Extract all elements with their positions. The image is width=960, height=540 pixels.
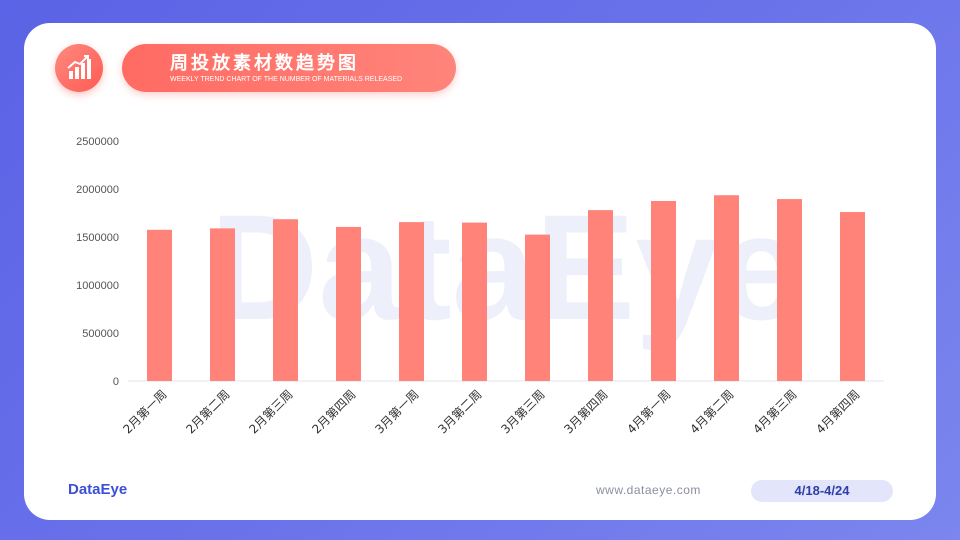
chart-area: DataEye 0 500000 1000000 1500000 2000000 25000… [24,23,936,520]
bar-12[interactable] [840,212,865,381]
x-tick-label: 2月第四周 [309,387,358,436]
bar-10[interactable] [714,195,739,381]
x-tick-label: 3月第四周 [561,387,610,436]
bar-6[interactable] [462,222,487,381]
bar-1[interactable] [147,229,172,381]
y-tick-label: 0 [113,376,119,388]
bar-11[interactable] [777,199,802,381]
bar-4[interactable] [336,226,361,381]
y-tick-label: 2500000 [76,136,119,148]
chart-logo-badge [55,44,103,92]
brand-logo: DataEye [68,481,128,498]
website-link[interactable]: www.dataeye.com [596,483,701,497]
x-tick-label: 2月第一周 [120,387,169,436]
bar-chart-trend-icon [67,55,91,79]
page-title: 周投放素材数趋势图 [170,53,359,74]
x-tick-label: 2月第二周 [183,387,232,436]
bar-2[interactable] [210,228,235,381]
x-tick-label: 3月第二周 [435,387,484,436]
y-tick-label: 1500000 [76,232,119,244]
date-range-badge: 4/18-4/24 [751,480,893,502]
title-banner: 周投放素材数趋势图 WEEKLY TREND CHART OF THE NUMB… [122,44,456,92]
bar-chart: DataEye 0 500000 1000000 1500000 2000000 25000… [76,136,884,436]
page-subtitle: WEEKLY TREND CHART OF THE NUMBER OF MATE… [170,76,403,83]
bar-7[interactable] [525,234,550,381]
y-tick-label: 2000000 [76,184,119,196]
watermark: DataEye [210,183,802,351]
bar-5[interactable] [399,222,424,381]
x-tick-label: 4月第一周 [624,387,673,436]
x-tick-label: 3月第一周 [372,387,421,436]
y-tick-label: 500000 [82,328,119,340]
bar-8[interactable] [588,210,613,381]
y-tick-label: 1000000 [76,280,119,292]
x-tick-label: 4月第三周 [750,387,799,436]
x-tick-label: 4月第二周 [687,387,736,436]
x-tick-label: 2月第三周 [246,387,295,436]
bar-9[interactable] [651,201,676,381]
content-card: 周投放素材数趋势图 WEEKLY TREND CHART OF THE NUMB… [24,23,936,520]
bar-3[interactable] [273,219,298,381]
x-tick-label: 3月第三周 [498,387,547,436]
x-tick-label: 4月第四周 [813,387,862,436]
